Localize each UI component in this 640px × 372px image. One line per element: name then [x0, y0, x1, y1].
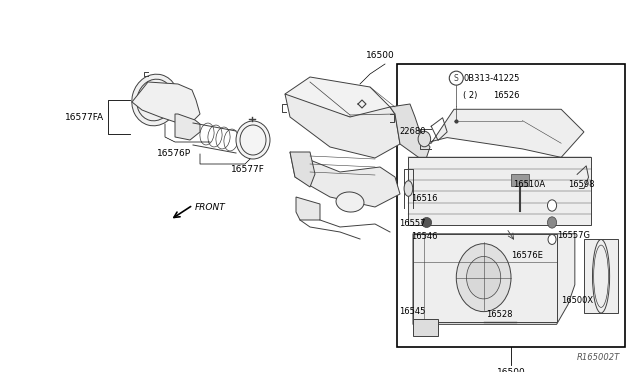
Ellipse shape — [547, 217, 557, 228]
Polygon shape — [584, 240, 618, 313]
Ellipse shape — [132, 74, 178, 126]
Ellipse shape — [404, 181, 413, 196]
Text: 16500: 16500 — [497, 368, 525, 372]
Text: S: S — [454, 74, 459, 83]
Ellipse shape — [236, 121, 270, 159]
Bar — [397, 64, 625, 347]
Ellipse shape — [418, 131, 431, 147]
Text: 16510A: 16510A — [513, 180, 545, 189]
Polygon shape — [408, 157, 591, 225]
Polygon shape — [132, 82, 200, 124]
Ellipse shape — [467, 256, 500, 299]
Polygon shape — [175, 114, 200, 140]
Text: 16557G: 16557G — [557, 231, 589, 240]
Polygon shape — [511, 174, 529, 186]
Text: 16577FA: 16577FA — [65, 112, 104, 122]
Text: 16576P: 16576P — [157, 149, 191, 158]
Text: 16500X: 16500X — [561, 296, 593, 305]
Circle shape — [449, 71, 463, 85]
Ellipse shape — [547, 200, 557, 211]
Text: 16516: 16516 — [411, 194, 437, 203]
Polygon shape — [290, 152, 315, 187]
Ellipse shape — [548, 234, 556, 244]
Text: R165002T: R165002T — [577, 353, 620, 362]
Text: 16557: 16557 — [399, 219, 426, 228]
Polygon shape — [413, 319, 438, 336]
Ellipse shape — [456, 244, 511, 312]
Text: 16546: 16546 — [411, 231, 437, 241]
Text: 0B313-41225: 0B313-41225 — [463, 74, 520, 83]
Polygon shape — [296, 197, 320, 220]
Text: 16577F: 16577F — [231, 165, 265, 174]
Ellipse shape — [336, 192, 364, 212]
Text: 22680: 22680 — [399, 128, 426, 137]
Text: ( 2): ( 2) — [463, 91, 477, 100]
Text: FRONT: FRONT — [195, 202, 226, 212]
Polygon shape — [424, 109, 584, 157]
Polygon shape — [413, 234, 557, 321]
Polygon shape — [390, 104, 430, 162]
Text: 16526: 16526 — [493, 91, 519, 100]
Polygon shape — [285, 94, 400, 158]
Circle shape — [422, 218, 431, 228]
Ellipse shape — [593, 240, 610, 313]
Text: 16545: 16545 — [399, 307, 426, 316]
Polygon shape — [285, 77, 390, 120]
Text: 16598: 16598 — [568, 180, 595, 189]
Polygon shape — [413, 234, 575, 324]
Polygon shape — [290, 152, 400, 207]
Text: 16576E: 16576E — [511, 250, 543, 260]
Text: 16500: 16500 — [365, 51, 394, 60]
Text: 16528: 16528 — [486, 310, 513, 319]
